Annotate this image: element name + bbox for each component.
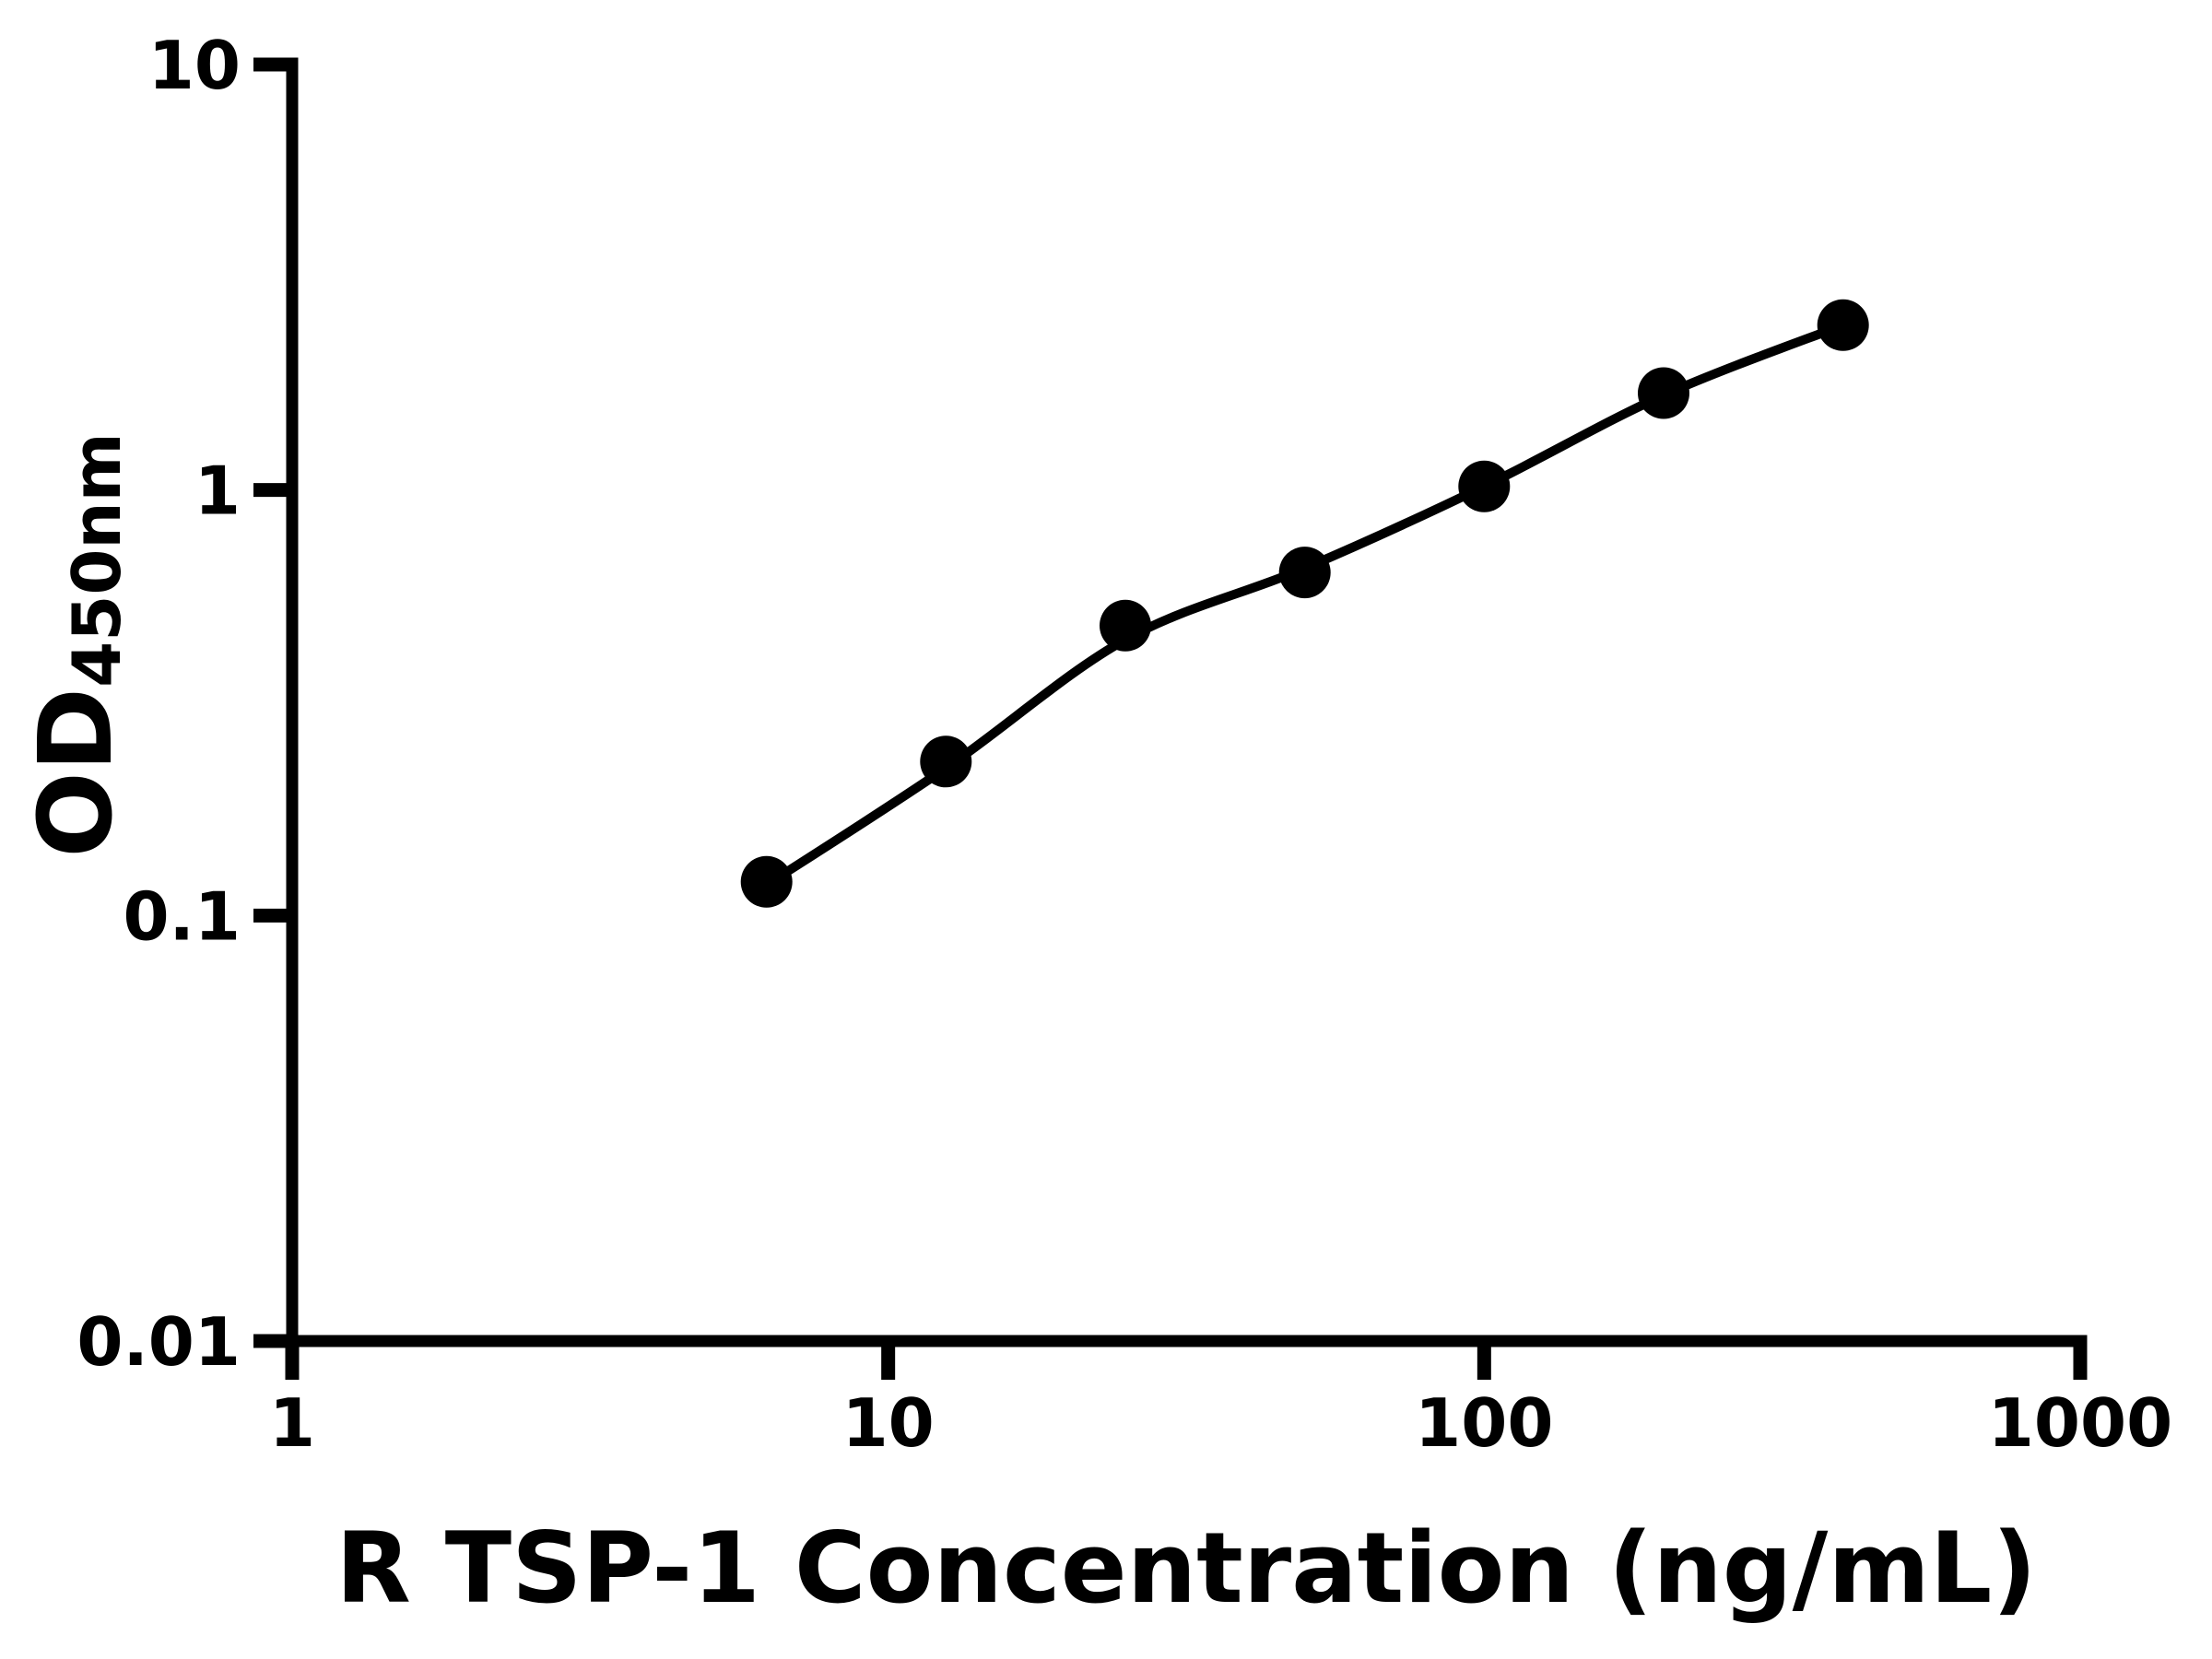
data-point [1458,460,1511,512]
x-tick-label: 1000 [1988,1384,2172,1462]
data-point [1278,547,1331,599]
y-axis-title: OD450nm [17,432,135,857]
y-tick-label: 1 [194,453,241,530]
x-tick-label: 1 [269,1384,315,1462]
y-tick-label: 0.1 [123,877,241,955]
x-tick-label: 10 [842,1384,935,1462]
plot-group [740,299,1869,908]
axis-spines [286,57,2088,1347]
data-point [1638,367,1689,419]
y-tick-label: 10 [148,27,241,104]
y-axis-title-main: OD [17,688,135,858]
x-axis-title: R TSP-1 Concentration (ng/mL) [335,1512,2037,1625]
y-axis-title-sub: 450nm [58,432,135,688]
data-point [740,855,793,908]
x-tick-label: 100 [1415,1384,1553,1462]
axes-group: 1 10 100 1000 0.01 0.1 1 10 [76,27,2172,1462]
data-point [1817,299,1869,351]
data-point [920,735,972,788]
y-tick-label: 0.01 [76,1303,241,1381]
data-point [1100,599,1151,652]
